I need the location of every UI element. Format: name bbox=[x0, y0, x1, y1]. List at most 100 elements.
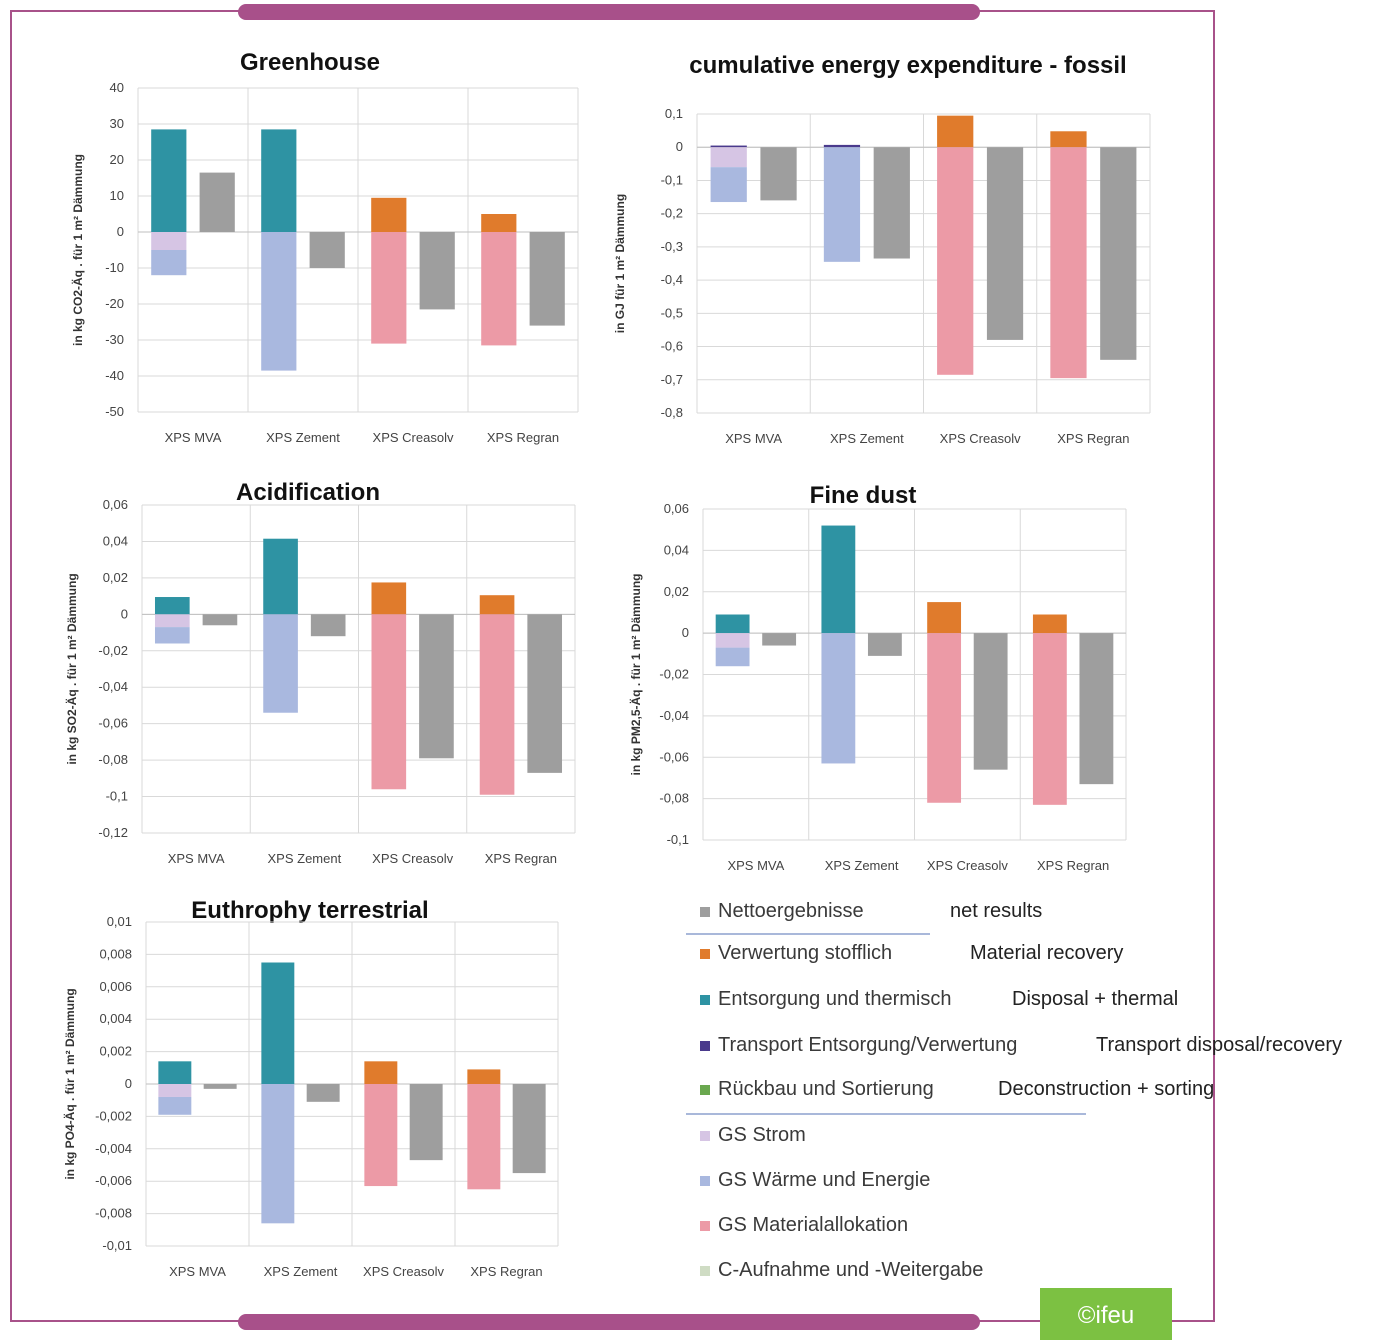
y-tick-label: -50 bbox=[105, 404, 124, 419]
y-tick-label: -0,08 bbox=[98, 752, 128, 767]
y-tick-label: -0,08 bbox=[659, 791, 689, 806]
bar-nettoergebnisse bbox=[760, 147, 797, 201]
bar-nettoergebnisse bbox=[762, 633, 797, 646]
y-tick-label: 0,1 bbox=[665, 106, 683, 121]
bar-gs-w-rme-und-energie bbox=[263, 614, 298, 713]
y-tick-label: -0,06 bbox=[98, 716, 128, 731]
y-tick-label: 0,004 bbox=[99, 1011, 132, 1026]
bar-gs-w-rme-und-energie bbox=[261, 1084, 295, 1224]
legend-translation-deconstruction: Deconstruction + sorting bbox=[998, 1078, 1215, 1100]
x-tick-label: XPS Regran bbox=[1037, 858, 1109, 873]
bar-gs-materialallokation bbox=[481, 232, 517, 346]
bar-gs-strom bbox=[151, 232, 187, 250]
legend-separator bbox=[686, 933, 930, 935]
bar-nettoergebnisse bbox=[310, 614, 346, 637]
bar-verwertung-stofflich bbox=[1032, 614, 1067, 634]
y-tick-label: -0,6 bbox=[661, 339, 683, 354]
x-tick-label: XPS MVA bbox=[169, 1264, 226, 1279]
legend-item-gs-strom: GS Strom bbox=[686, 1121, 1392, 1151]
bar-transport-entsorgung-verwertung bbox=[823, 144, 861, 148]
bar-nettoergebnisse bbox=[419, 232, 455, 310]
y-tick-label: -0,02 bbox=[659, 667, 689, 682]
y-tick-label: -0,2 bbox=[661, 206, 683, 221]
bar-verwertung-stofflich bbox=[479, 595, 515, 615]
x-tick-label: XPS Creasolv bbox=[940, 431, 1021, 446]
bar-nettoergebnisse bbox=[409, 1084, 443, 1161]
y-tick-label: -0,006 bbox=[95, 1173, 132, 1188]
chart-2: Acidification 0,06 0,04 0,02 0 -0,02 -0,04 -0,0… bbox=[64, 479, 576, 866]
legend-translation-transport: Transport disposal/recovery bbox=[1096, 1034, 1343, 1056]
y-tick-label: -30 bbox=[105, 332, 124, 347]
y-axis-label: in kg CO2-Äq . für 1 m² Dämmung bbox=[70, 154, 85, 346]
bar-nettoergebnisse bbox=[867, 633, 902, 656]
legend-label-gs-material: GS Materialallokation bbox=[718, 1214, 909, 1236]
x-tick-label: XPS Zement bbox=[830, 431, 904, 446]
bar-gs-materialallokation bbox=[1050, 147, 1087, 379]
y-tick-label: 40 bbox=[110, 80, 124, 95]
y-tick-label: 0,02 bbox=[103, 570, 128, 585]
bar-gs-strom bbox=[715, 633, 750, 648]
bar-nettoergebnisse bbox=[199, 172, 235, 232]
x-tick-label: XPS Regran bbox=[487, 430, 559, 445]
legend-swatch-c-aufnahme bbox=[700, 1266, 710, 1276]
bar-verwertung-stofflich bbox=[467, 1069, 501, 1084]
y-tick-label: 0,01 bbox=[107, 914, 132, 929]
bar-verwertung-stofflich bbox=[481, 214, 517, 232]
y-tick-label: 0 bbox=[682, 625, 689, 640]
bar-gs-materialallokation bbox=[479, 614, 515, 795]
legend-translation-recovery: Material recovery bbox=[970, 942, 1124, 964]
x-tick-label: XPS Creasolv bbox=[363, 1264, 444, 1279]
y-tick-label: -0,8 bbox=[661, 405, 683, 420]
legend-swatch-disposal bbox=[700, 995, 710, 1005]
legend-label-recovery: Verwertung stofflich bbox=[718, 942, 893, 964]
y-tick-label: -0,4 bbox=[661, 272, 683, 287]
y-tick-label: -0,1 bbox=[667, 832, 689, 847]
legend-swatch-gs-waerme bbox=[700, 1176, 710, 1186]
bar-nettoergebnisse bbox=[309, 232, 345, 268]
x-tick-label: XPS Zement bbox=[825, 858, 899, 873]
bar-gs-w-rme-und-energie bbox=[715, 647, 750, 667]
y-tick-label: -0,004 bbox=[95, 1141, 132, 1156]
x-tick-label: XPS Creasolv bbox=[372, 851, 453, 866]
bar-nettoergebnisse bbox=[873, 147, 910, 259]
legend-separator bbox=[686, 1113, 1086, 1115]
bar-nettoergebnisse bbox=[203, 1084, 237, 1089]
bar-gs-w-rme-und-energie bbox=[154, 627, 190, 644]
y-tick-label: 0,06 bbox=[103, 497, 128, 512]
y-axis-label: in kg PM2,5-Äq . für 1 m² Dämmung bbox=[628, 573, 643, 775]
y-tick-label: 0,06 bbox=[664, 501, 689, 516]
y-tick-label: -0,1 bbox=[661, 172, 683, 187]
bar-gs-w-rme-und-energie bbox=[261, 232, 297, 371]
y-tick-label: -0,002 bbox=[95, 1108, 132, 1123]
bar-nettoergebnisse bbox=[306, 1084, 340, 1102]
bar-gs-materialallokation bbox=[927, 633, 962, 803]
legend-label-gs-strom: GS Strom bbox=[718, 1124, 806, 1146]
bar-gs-materialallokation bbox=[371, 614, 407, 790]
legend: Nettoergebnisse net results Verwertung s… bbox=[686, 893, 1392, 1293]
legend-label-gs-waerme: GS Wärme und Energie bbox=[718, 1169, 931, 1191]
bar-verwertung-stofflich bbox=[927, 602, 962, 634]
bar-gs-strom bbox=[158, 1084, 192, 1097]
y-tick-label: 0 bbox=[117, 224, 124, 239]
y-tick-label: -0,3 bbox=[661, 239, 683, 254]
y-tick-label: -0,1 bbox=[106, 789, 128, 804]
chart-title: cumulative energy expenditure - fossil bbox=[689, 52, 1126, 79]
x-tick-label: XPS Creasolv bbox=[927, 858, 1008, 873]
y-tick-label: -0,04 bbox=[659, 708, 689, 723]
y-axis-label: in kg SO2-Äq . für 1 m² Dämmung bbox=[64, 573, 79, 764]
legend-label-disposal: Entsorgung und thermisch bbox=[718, 988, 952, 1010]
bar-gs-materialallokation bbox=[364, 1084, 398, 1187]
chart-3: Fine dust 0,06 0,04 0,02 0 -0,02 -0,04 -0,06 -0,… bbox=[628, 482, 1127, 873]
y-axis-label: in kg PO4-Äq . für 1 m² Dämmung bbox=[62, 988, 77, 1179]
x-tick-label: XPS Regran bbox=[470, 1264, 542, 1279]
chart-title: Acidification bbox=[236, 479, 380, 506]
bar-gs-materialallokation bbox=[1032, 633, 1067, 805]
legend-swatch-gs-material bbox=[700, 1221, 710, 1231]
bar-gs-materialallokation bbox=[371, 232, 407, 344]
legend-item-transport: Transport Entsorgung/Verwertung Transpor… bbox=[686, 1031, 1392, 1061]
y-tick-label: -20 bbox=[105, 296, 124, 311]
x-tick-label: XPS MVA bbox=[165, 430, 222, 445]
x-tick-label: XPS Zement bbox=[264, 1264, 338, 1279]
legend-item-gs-material: GS Materialallokation bbox=[686, 1211, 1392, 1241]
